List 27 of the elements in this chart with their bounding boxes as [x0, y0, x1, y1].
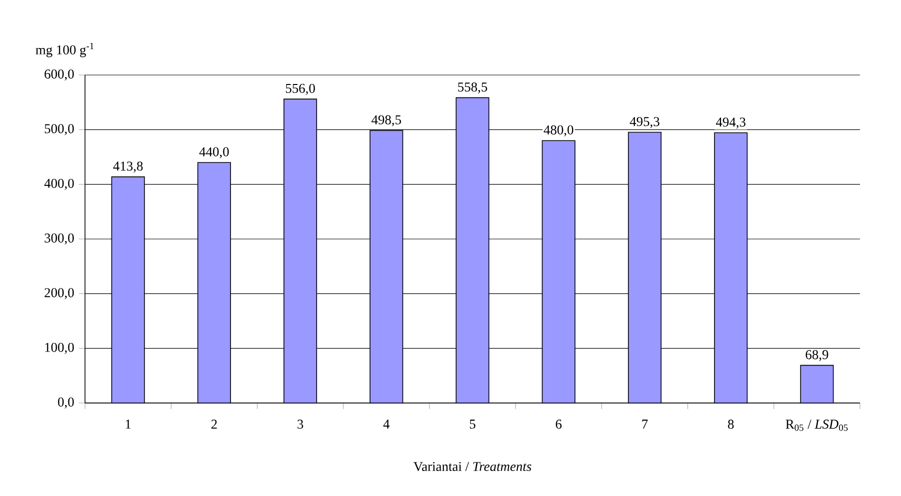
data-label: 558,5 — [458, 82, 488, 94]
y-tick-label: 200,0 — [44, 288, 74, 300]
y-tick-label: 0,0 — [58, 397, 74, 408]
data-label: 494,3 — [716, 118, 746, 129]
y-tick-label: 600,0 — [44, 69, 74, 81]
y-axis-title: mg 100 g$^{-1}$ — [36, 42, 94, 58]
x-tick-label: 6 — [556, 420, 562, 429]
data-label: 556,0 — [286, 84, 315, 95]
x-tick-label: 8 — [728, 420, 734, 429]
x-tick-label: 3 — [298, 420, 304, 429]
y-tick-label: 100,0 — [45, 342, 74, 354]
data-label: 480,0 — [544, 125, 574, 136]
y-tick-label: 300,0 — [44, 233, 74, 244]
x-tick-label: 2 — [211, 420, 217, 429]
x-axis-title: Variantai / Treatments — [414, 462, 532, 472]
x-tick-label: 4 — [383, 420, 390, 429]
data-label: 495,3 — [630, 117, 660, 128]
x-tick-label: R$_{05}$ / LSD$_{05}$ — [786, 420, 848, 431]
x-tick-label: 7 — [642, 420, 648, 428]
data-label: 68,9 — [806, 350, 828, 362]
x-tick-label: 1 — [126, 420, 131, 429]
data-label: 440,0 — [199, 147, 229, 158]
y-tick-label: 400,0 — [44, 178, 74, 190]
data-label: 498,5 — [372, 115, 401, 126]
x-tick-label: 5 — [470, 420, 476, 429]
data-label: 413,8 — [113, 162, 143, 173]
y-tick-label: 500,0 — [44, 124, 74, 136]
